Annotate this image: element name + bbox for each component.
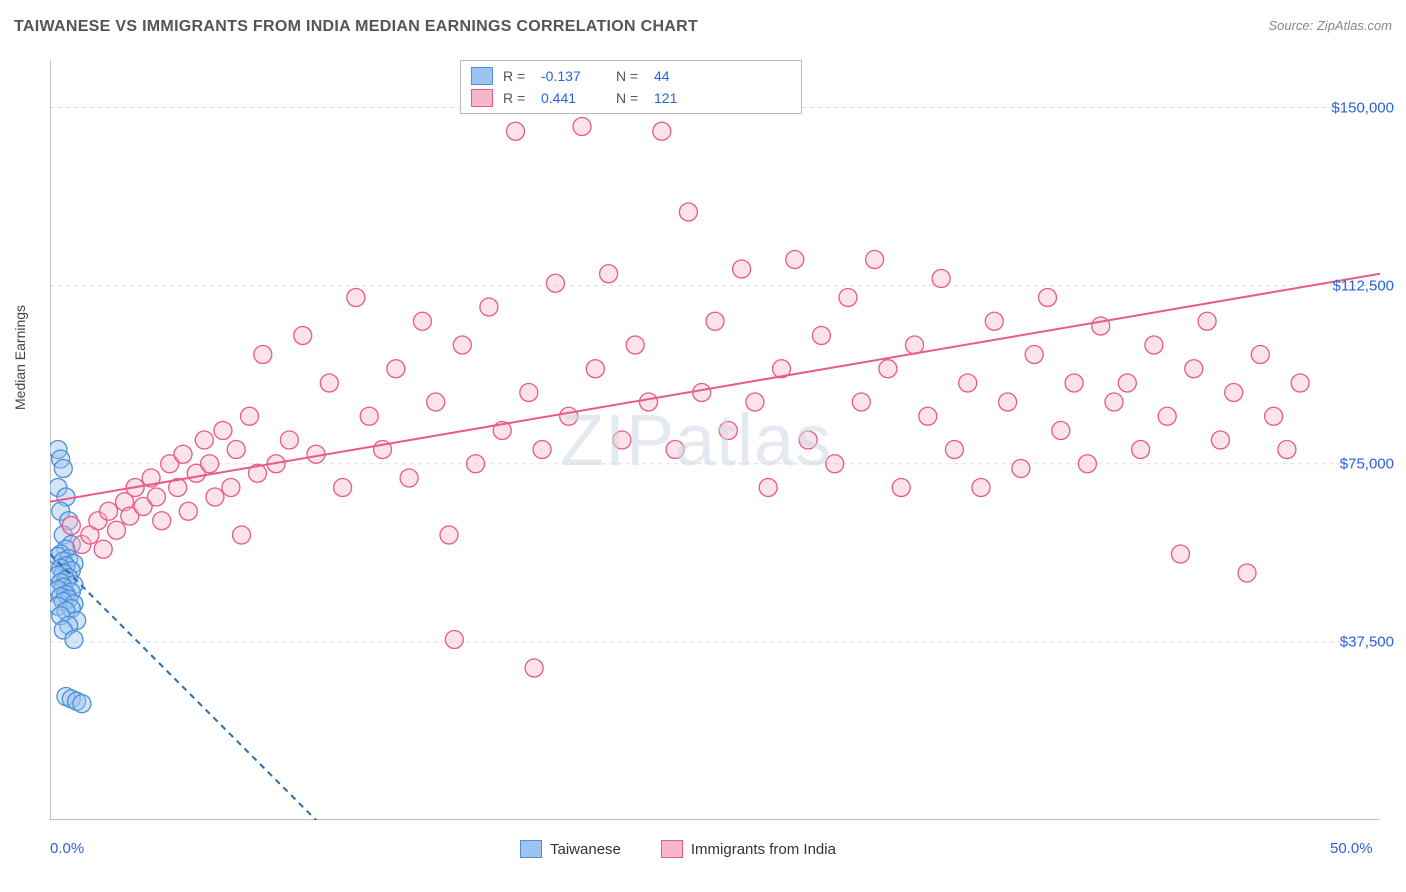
swatch-india (471, 89, 493, 107)
swatch-taiwanese (520, 840, 542, 858)
y-tick-label: $112,500 (1333, 277, 1394, 294)
n-label: N = (616, 68, 644, 84)
stats-row-taiwanese: R = -0.137 N = 44 (461, 65, 801, 87)
chart-title: TAIWANESE VS IMMIGRANTS FROM INDIA MEDIA… (14, 18, 698, 36)
r-label: R = (503, 90, 531, 106)
legend-label-india: Immigrants from India (691, 841, 836, 858)
scatter-plot (50, 60, 1380, 820)
n-label: N = (616, 90, 644, 106)
legend-label-taiwanese: Taiwanese (550, 841, 621, 858)
r-value-india: 0.441 (541, 90, 606, 106)
legend-item-taiwanese: Taiwanese (520, 840, 621, 858)
y-tick-label: $75,000 (1340, 455, 1394, 472)
legend-item-india: Immigrants from India (661, 840, 836, 858)
y-tick-label: $37,500 (1340, 633, 1394, 650)
y-axis-label: Median Earnings (12, 305, 28, 410)
r-value-taiwanese: -0.137 (541, 68, 606, 84)
n-value-india: 121 (654, 90, 677, 106)
x-tick-label: 50.0% (1330, 840, 1373, 857)
source-attribution: Source: ZipAtlas.com (1268, 18, 1392, 33)
correlation-stats-box: R = -0.137 N = 44 R = 0.441 N = 121 (460, 60, 802, 114)
x-tick-label: 0.0% (50, 840, 84, 857)
swatch-taiwanese (471, 67, 493, 85)
n-value-taiwanese: 44 (654, 68, 670, 84)
bottom-legend: Taiwanese Immigrants from India (520, 840, 836, 858)
r-label: R = (503, 68, 531, 84)
swatch-india (661, 840, 683, 858)
y-tick-label: $150,000 (1331, 99, 1394, 116)
stats-row-india: R = 0.441 N = 121 (461, 87, 801, 109)
